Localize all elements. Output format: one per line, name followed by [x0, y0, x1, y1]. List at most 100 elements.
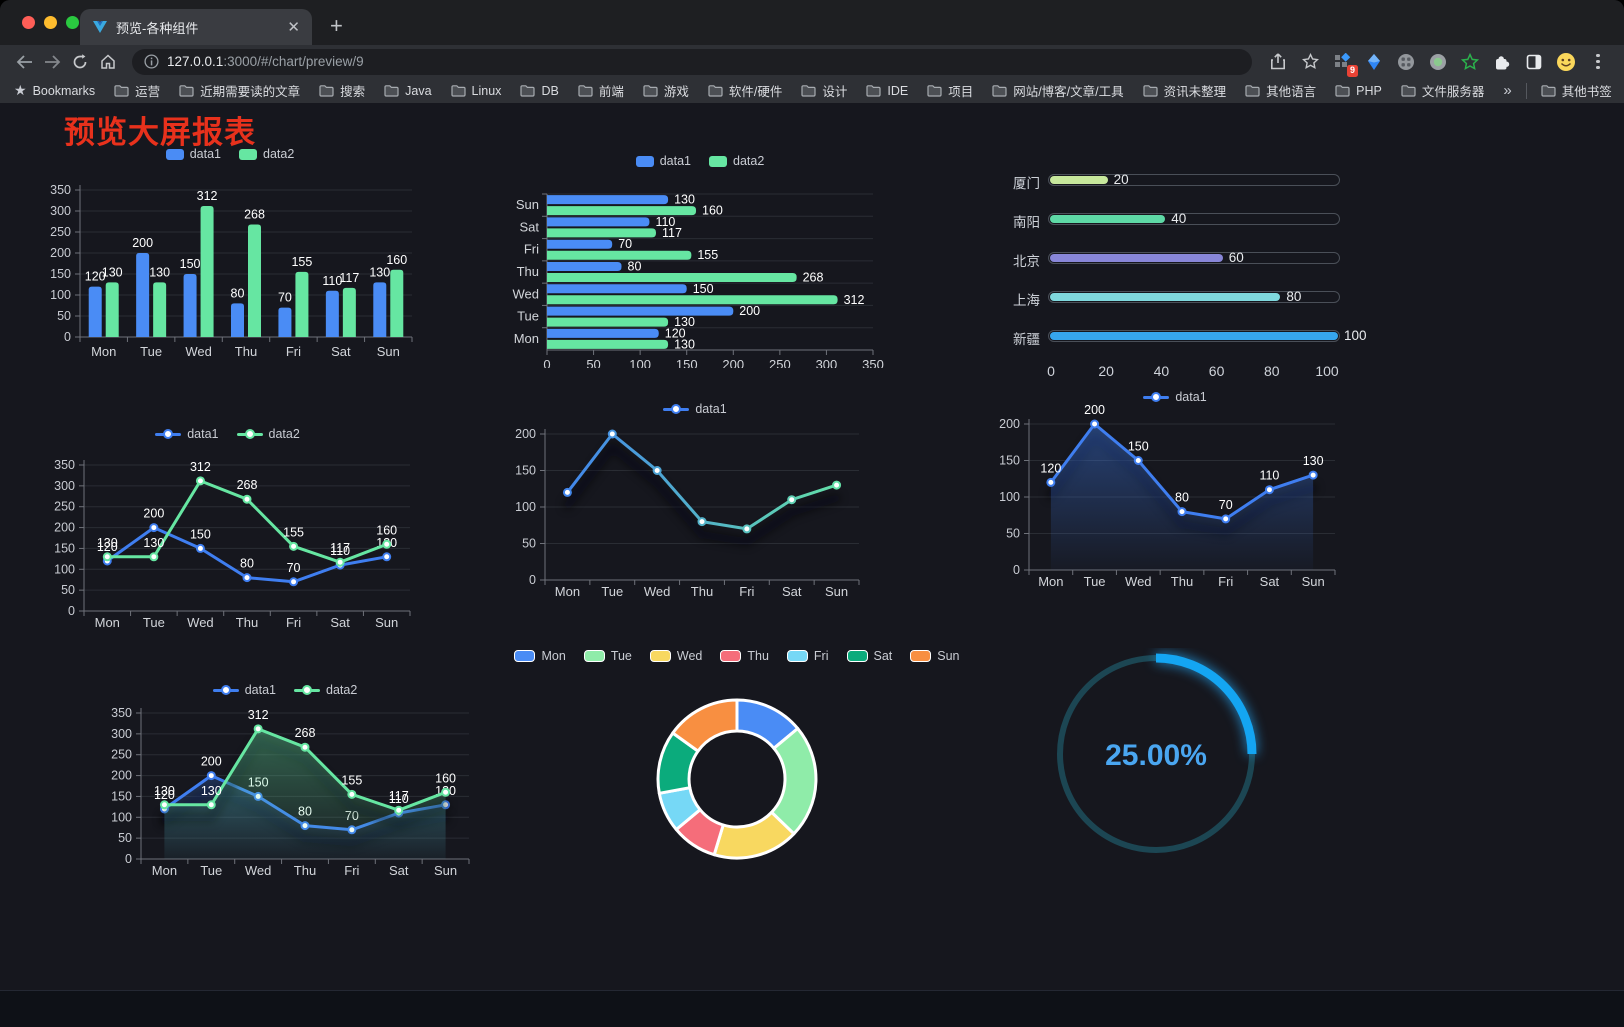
browser-menu-icon[interactable] [1585, 49, 1611, 75]
bookmark-folder[interactable]: 设计 [801, 81, 847, 100]
bookmark-folder[interactable]: 其他语言 [1245, 81, 1316, 100]
chart-donut[interactable]: Mon Tue Wed Thu Fri Sat Sun [514, 643, 960, 888]
legend-item[interactable]: data2 [709, 154, 764, 168]
legend-item[interactable]: data1 [663, 402, 727, 416]
svg-text:117: 117 [662, 226, 682, 240]
profile-avatar[interactable] [1553, 49, 1579, 75]
legend-label: Sun [937, 649, 960, 663]
chart-legend[interactable]: data1 data2 [95, 683, 475, 697]
legend-item[interactable]: data1 [635, 154, 691, 168]
window-zoom-button[interactable] [66, 16, 79, 29]
svg-text:200: 200 [132, 236, 153, 250]
svg-text:Sun: Sun [516, 197, 539, 212]
chart-legend[interactable]: data1 [995, 390, 1355, 404]
svg-text:160: 160 [386, 253, 407, 267]
new-tab-button[interactable]: + [330, 13, 343, 38]
svg-text:Tue: Tue [143, 615, 165, 630]
legend-item[interactable]: data1 [212, 683, 276, 697]
bookmark-folder[interactable]: 项目 [927, 81, 973, 100]
chart-legend[interactable]: data1 data2 [505, 154, 895, 168]
svg-text:120: 120 [1040, 461, 1061, 475]
svg-text:150: 150 [190, 527, 211, 541]
chart-line-area[interactable]: 0 50 100 150 200 Mon Tue Wed Thu Fri Sat Sun 120 200 1… [995, 388, 1355, 593]
legend-item[interactable]: Fri [786, 649, 829, 663]
legend-item[interactable]: data2 [294, 683, 357, 697]
svg-text:130: 130 [1303, 454, 1324, 468]
legend-item[interactable]: data1 [1143, 390, 1207, 404]
bookmark-star-icon[interactable] [1297, 49, 1323, 75]
reload-icon[interactable] [66, 48, 94, 76]
forward-icon[interactable] [38, 48, 66, 76]
legend-item[interactable]: Sun [910, 649, 960, 663]
browser-tab[interactable]: 预览-各种组件 ✕ [80, 9, 312, 45]
legend-item[interactable]: Tue [583, 649, 632, 663]
bookmark-folder[interactable]: PHP [1335, 81, 1382, 100]
bookmark-folder[interactable]: 软件/硬件 [708, 81, 782, 100]
svg-text:350: 350 [54, 458, 75, 472]
bookmark-folder[interactable]: DB [520, 81, 559, 100]
svg-text:0: 0 [543, 357, 550, 368]
legend-item[interactable]: data1 [155, 427, 219, 441]
extension-dot-icon[interactable] [1425, 49, 1451, 75]
chart-legend[interactable]: data1 data2 [40, 427, 415, 441]
legend-item[interactable]: Sat [846, 649, 892, 663]
bookmarks-manager-item[interactable]: ★ Bookmarks [14, 82, 96, 98]
svg-text:150: 150 [1128, 440, 1149, 454]
svg-text:50: 50 [586, 357, 600, 368]
window-minimize-button[interactable] [44, 16, 57, 29]
chart-line-gradient[interactable]: 0 50 100 150 200 Mon Tue Wed Thu Fri Sat Sun data1 [515, 400, 875, 615]
svg-text:100: 100 [50, 288, 71, 302]
bookmark-folder[interactable]: 游戏 [643, 81, 689, 100]
chart-line-dual[interactable]: 0 50 100 150 200 250 300 350 Mon Tue Wed Thu Fri Sat S… [40, 423, 415, 648]
legend-item[interactable]: Wed [649, 649, 702, 663]
chart-bar-vertical[interactable]: 0 50 100 150 200 250 300 350 Mon Tue Wed Thu Fri Sat S… [40, 145, 420, 360]
chart-legend[interactable]: Mon Tue Wed Thu Fri Sat Sun [514, 649, 960, 663]
bookmark-folder[interactable]: 网站/博客/文章/工具 [992, 81, 1124, 100]
chart-bar-horizontal[interactable]: 0 50 100 150 200 250 300 350 Mon 120 130 Tue 200 130 W… [505, 148, 895, 372]
legend-item[interactable]: Thu [720, 649, 769, 663]
folder-icon [450, 85, 466, 97]
legend-swatch [635, 155, 654, 167]
bookmark-folder[interactable]: 文件服务器 [1401, 81, 1484, 100]
chart-area-dual[interactable]: 0 50 100 150 200 250 300 350 Mon Tue Wed Thu Fri Sat S… [95, 681, 475, 896]
extensions-puzzle-icon[interactable] [1489, 49, 1515, 75]
tab-close-icon[interactable]: ✕ [287, 18, 300, 36]
window-close-button[interactable] [22, 16, 35, 29]
legend-item[interactable]: data2 [239, 147, 294, 161]
bookmark-folder[interactable]: Java [384, 81, 432, 100]
svg-text:Sat: Sat [331, 344, 351, 359]
folder-icon [1245, 85, 1260, 97]
bookmark-folder[interactable]: Linux [450, 81, 501, 100]
extension-star-icon[interactable] [1457, 49, 1483, 75]
extension-waffle-icon[interactable] [1393, 49, 1419, 75]
legend-item[interactable]: Mon [514, 649, 566, 663]
progress-label: 北京 [1013, 254, 1040, 269]
site-info-icon[interactable] [144, 54, 159, 69]
bookmarks-overflow-chevron[interactable]: » [1503, 82, 1512, 99]
bookmark-folder[interactable]: 前端 [578, 81, 624, 100]
address-bar[interactable]: 127.0.0.1:3000/#/chart/preview/9 [132, 48, 1252, 75]
bookmark-folder-label: 搜索 [340, 85, 366, 99]
chart-progress-bars[interactable]: 厦门 20 南阳 40 北京 60 上海 80 新疆 100 0 20 40 60 80 100 [1000, 158, 1400, 388]
legend-item[interactable]: data2 [236, 427, 300, 441]
sidebar-toggle-icon[interactable] [1521, 49, 1547, 75]
bookmark-folder-label: Java [405, 83, 432, 98]
back-icon[interactable] [10, 48, 38, 76]
bookmark-folder[interactable]: 运营 [114, 81, 160, 100]
extension-kite-icon[interactable] [1361, 49, 1387, 75]
extension-grid-icon[interactable]: 9 [1329, 49, 1358, 77]
chart-legend[interactable]: data1 data2 [40, 147, 420, 161]
bookmark-folder[interactable]: IDE [866, 81, 908, 100]
bookmark-folder[interactable]: 搜索 [319, 81, 365, 100]
legend-item[interactable]: data1 [165, 147, 221, 161]
folder-icon [114, 85, 129, 97]
svg-text:Wed: Wed [1125, 574, 1152, 589]
chart-canvas: 0 50 100 150 200 250 300 350 Mon Tue Wed Thu Fri Sat S… [50, 183, 413, 359]
home-icon[interactable] [94, 48, 122, 76]
share-icon[interactable] [1265, 49, 1291, 75]
chart-legend[interactable]: data1 [515, 402, 875, 416]
chart-gauge[interactable]: 25.00% [1038, 648, 1278, 883]
other-bookmarks-folder[interactable]: 其他书签 [1541, 81, 1612, 100]
bookmark-folder[interactable]: 资讯未整理 [1143, 81, 1226, 100]
bookmark-folder[interactable]: 近期需要读的文章 [179, 81, 300, 100]
